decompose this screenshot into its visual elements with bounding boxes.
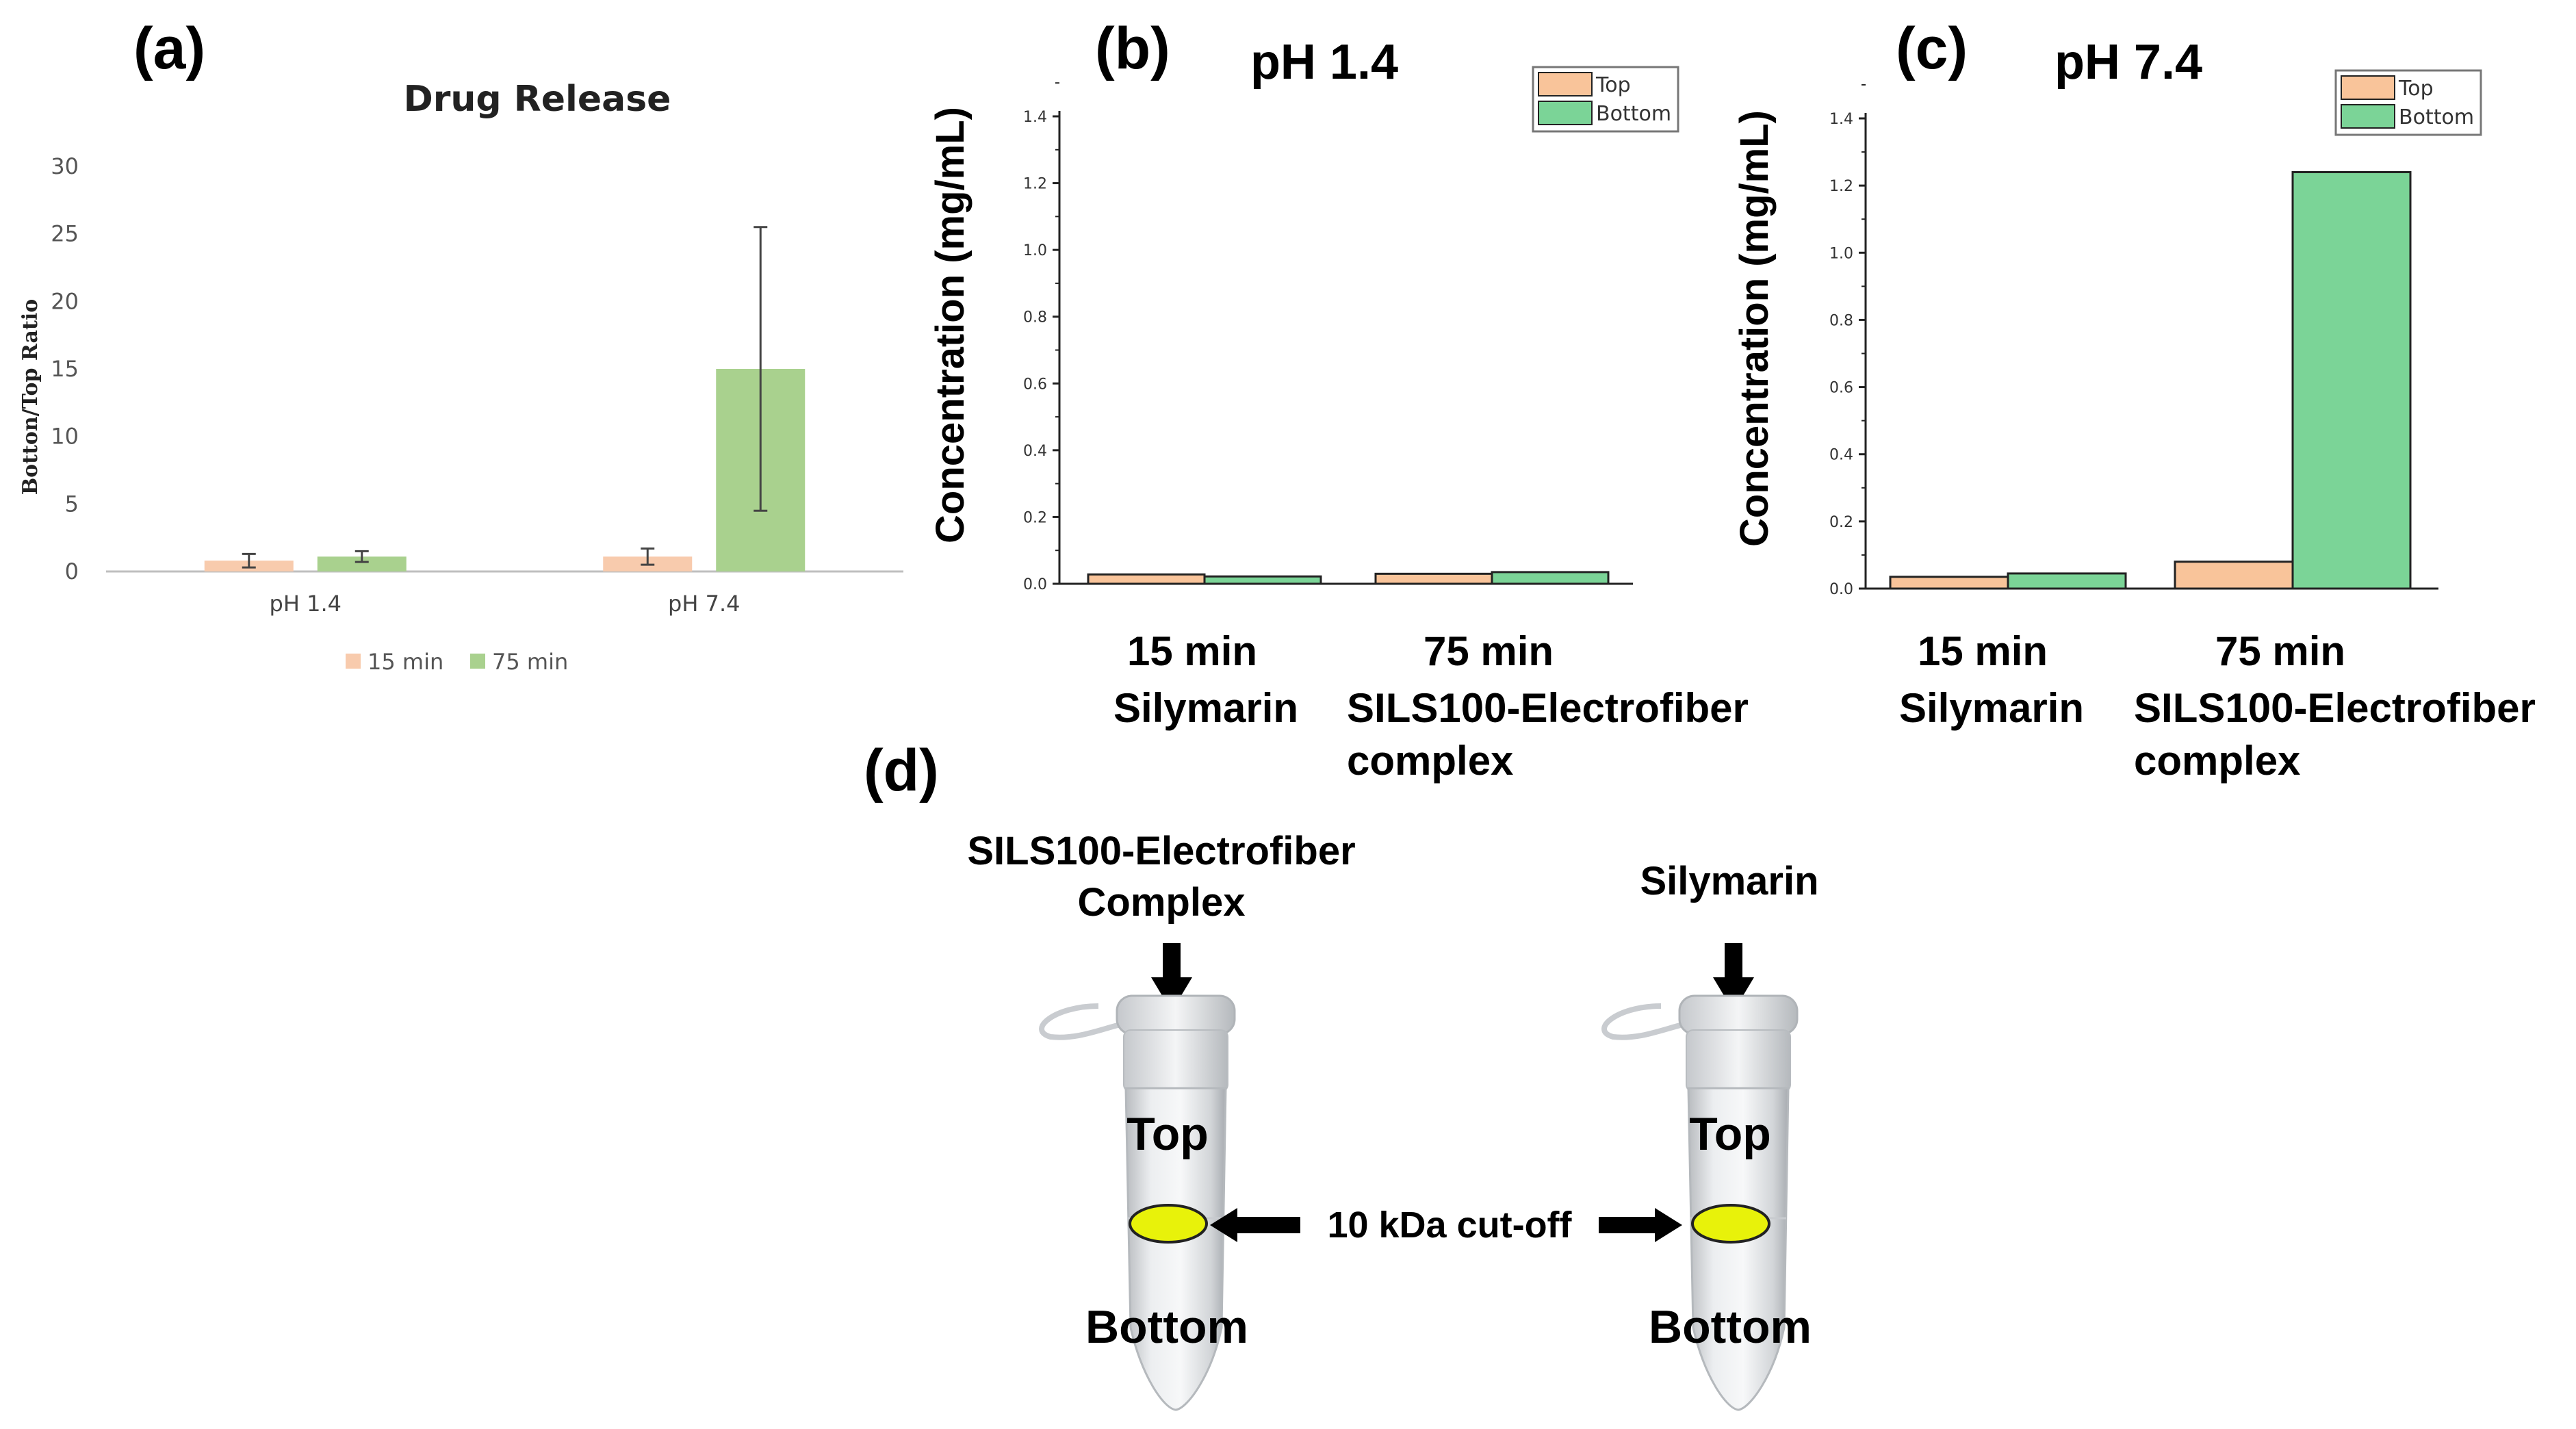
chart-a-error-bar: [355, 550, 369, 563]
chart-a-ytick: 15: [51, 356, 79, 382]
chart-a: Drug Release Botton/Top Ratio 0 5 10 15 20 25…: [18, 79, 903, 675]
chart-c-legend-label: Top: [2398, 77, 2434, 101]
left-membrane: [1129, 1204, 1208, 1244]
chart-b-ytick: 1.0: [1023, 242, 1047, 259]
panel-label-b: (b): [1095, 16, 1170, 81]
right-tube-title: Silymarin: [1640, 859, 1818, 903]
chart-b-legend-label: Top: [1595, 73, 1631, 97]
chart-c-ytick: 0.6: [1829, 380, 1853, 397]
chart-a-legend-swatch: [470, 654, 485, 669]
chart-c-category-name: Silymarin: [1899, 685, 2084, 731]
chart-c-ytick: 0.0: [1829, 581, 1853, 598]
chart-c-category-time: 15 min: [1918, 628, 2048, 674]
chart-b-category-name: complex: [1347, 738, 1513, 784]
chart-b-category-time: 15 min: [1127, 628, 1257, 674]
right-membrane: [1691, 1204, 1770, 1244]
chart-c-ytick: 1.4: [1829, 111, 1853, 128]
chart-b-bar: [1491, 571, 1610, 585]
chart-c-category-time: 75 min: [2215, 628, 2345, 674]
chart-a-bar: [317, 556, 407, 571]
cutoff-left-arrow-icon: [1210, 1208, 1300, 1242]
chart-b-legend-swatch: [1538, 101, 1593, 125]
cutoff-label: 10 kDa cut-off: [1327, 1205, 1572, 1246]
chart-b-ytick: 1.2: [1023, 176, 1047, 193]
chart-c-bar: [2291, 171, 2412, 590]
chart-a-legend-label: 75 min: [492, 649, 568, 675]
right-arrow-down-icon: [1713, 943, 1754, 1012]
chart-c-ytick: 0.2: [1829, 514, 1853, 531]
chart-a-ytick: 30: [51, 153, 79, 179]
chart-c-category-name: SILS100-Electrofiber: [2134, 685, 2536, 731]
chart-b-ytick: 0.8: [1023, 309, 1047, 326]
chart-c-ytick: 1.2: [1829, 178, 1853, 195]
chart-a-ytick: 5: [65, 491, 79, 517]
right-top-label: Top: [1689, 1108, 1771, 1160]
chart-a-legend-label: 15 min: [368, 649, 443, 675]
left-arrow-down-icon: [1151, 943, 1192, 1012]
panel-label-c: (c): [1896, 16, 1968, 81]
chart-c-category-name: complex: [2134, 738, 2300, 784]
chart-c-legend-swatch: [2341, 75, 2395, 100]
chart-c: pH 7.4 Concentration (mg/mL) 0.0 0.2 0.4 0.…: [1732, 35, 2536, 784]
chart-a-error-bar: [641, 547, 655, 566]
chart-a-ylabel: Botton/Top Ratio: [18, 299, 42, 495]
diagram-d: SILS100-Electrofiber Complex Top Bottom …: [967, 829, 1819, 1411]
chart-b-ytick: 0.0: [1023, 576, 1047, 593]
chart-b-category-time: 75 min: [1424, 628, 1554, 674]
panel-label-a: (a): [133, 16, 205, 81]
chart-c-ylabel: Concentration (mg/mL): [1732, 110, 1777, 547]
left-tube-title: SILS100-Electrofiber Complex: [967, 829, 1355, 925]
chart-c-legend-swatch: [2341, 104, 2395, 129]
chart-a-category-label: pH 1.4: [270, 591, 342, 617]
chart-a-ytick: 10: [51, 424, 79, 450]
right-bottom-label: Bottom: [1649, 1301, 1812, 1353]
left-bottom-label: Bottom: [1085, 1301, 1248, 1353]
cutoff-right-arrow-icon: [1599, 1208, 1682, 1242]
chart-a-error-bar: [242, 552, 256, 569]
right-microtube-icon: [1601, 994, 1799, 1411]
chart-c-title: pH 7.4: [2055, 35, 2202, 90]
chart-c-ytick: 0.8: [1829, 312, 1853, 329]
chart-c-ytick: 1.0: [1829, 245, 1853, 262]
chart-b-ylabel: Concentration (mg/mL): [928, 107, 973, 543]
left-tube-title-line-2: Complex: [1078, 880, 1246, 925]
left-top-label: Top: [1126, 1108, 1209, 1160]
chart-a-ytick: 25: [51, 221, 79, 247]
chart-b-ytick: 0.4: [1023, 443, 1047, 460]
chart-c-ytick: 0.4: [1829, 447, 1853, 464]
chart-a-category-label: pH 7.4: [668, 591, 740, 617]
chart-b-legend-swatch: [1538, 72, 1593, 96]
left-tube-title-line-1: SILS100-Electrofiber: [967, 829, 1355, 873]
chart-b-ytick: 0.2: [1023, 509, 1047, 526]
chart-b-legend-label: Bottom: [1596, 102, 1671, 126]
chart-b-bar: [1087, 573, 1206, 585]
panel-label-d: (d): [864, 738, 939, 803]
chart-a-legend-swatch: [346, 654, 361, 669]
chart-c-bar: [1889, 576, 2009, 590]
chart-c-bar: [2007, 572, 2127, 590]
chart-a-error-bar: [754, 226, 768, 512]
chart-b-ytick: 0.6: [1023, 376, 1047, 393]
chart-b-bar: [1374, 572, 1493, 585]
chart-b-ytick: 1.4: [1023, 109, 1047, 126]
chart-b-category-name: SILS100-Electrofiber: [1347, 685, 1749, 731]
chart-a-ytick: 0: [65, 558, 79, 584]
left-microtube-icon: [1039, 994, 1236, 1411]
chart-b-title: pH 1.4: [1250, 35, 1398, 90]
chart-c-bar: [2174, 561, 2294, 590]
chart-b-bar: [1203, 575, 1322, 585]
chart-b-category-name: Silymarin: [1113, 685, 1298, 731]
chart-b: pH 1.4 Concentration (mg/mL) 0.0 0.2 0.4 0.…: [928, 35, 1749, 784]
chart-a-ytick: 20: [51, 288, 79, 314]
chart-c-legend-label: Bottom: [2399, 105, 2474, 129]
chart-a-title: Drug Release: [404, 79, 671, 120]
